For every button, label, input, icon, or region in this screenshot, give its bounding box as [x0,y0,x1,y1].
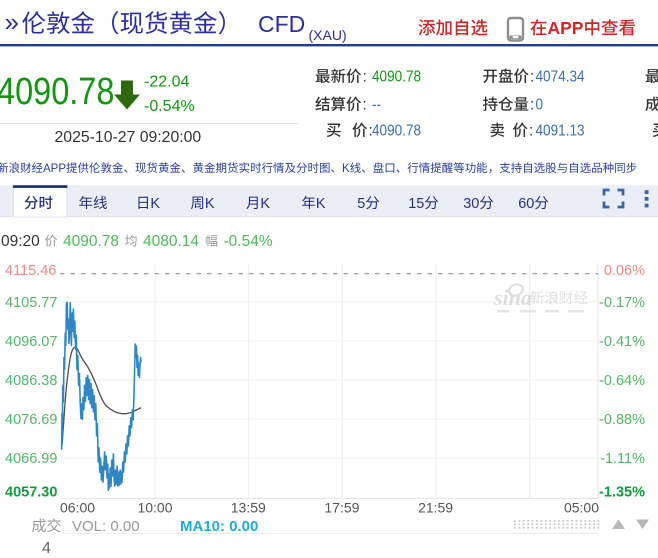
svg-text:-0.64%: -0.64% [599,373,645,389]
svg-text:--: -- [372,97,381,114]
svg-text:21:59: 21:59 [418,500,453,516]
svg-text::: : [530,69,534,86]
svg-text:4086.38: 4086.38 [5,373,57,389]
svg-text::: : [363,97,367,114]
svg-text:30: 30 [463,196,479,212]
svg-text::: : [363,69,367,86]
svg-text:5: 5 [357,196,365,212]
svg-text:4074.34: 4074.34 [536,69,585,86]
svg-text:4090.78: 4090.78 [63,233,119,250]
svg-text:4091.13: 4091.13 [536,123,585,140]
svg-text:-0.17%: -0.17% [599,295,645,311]
svg-text::: : [369,123,373,140]
svg-text:0.06%: 0.06% [604,263,645,279]
svg-text:-1.35%: -1.35% [599,485,645,501]
svg-text:09:20: 09:20 [1,233,40,250]
svg-text:4096.07: 4096.07 [5,334,57,350]
svg-text:4090.78: 4090.78 [0,71,114,113]
svg-text:K: K [150,196,160,212]
svg-text:05:00: 05:00 [564,500,599,516]
svg-text:4115.46: 4115.46 [5,263,56,279]
svg-text:-0.88%: -0.88% [599,412,645,428]
svg-text:-22.04: -22.04 [144,74,189,91]
svg-text:-0.41%: -0.41% [599,334,645,350]
svg-text:-0.54%: -0.54% [144,98,195,115]
svg-text:APP: APP [548,18,584,38]
svg-text::: : [529,123,533,140]
svg-text:VOL: 0.00: VOL: 0.00 [72,518,140,535]
svg-text:4057.30: 4057.30 [5,485,57,501]
svg-text:15: 15 [408,196,424,212]
svg-text:K: K [260,196,270,212]
svg-text::: : [530,97,534,114]
svg-text:2025-10-27 09:20:00: 2025-10-27 09:20:00 [55,129,202,146]
svg-text:-1.11%: -1.11% [600,451,645,467]
svg-text:K: K [316,196,326,212]
svg-text:4080.14: 4080.14 [143,233,199,250]
svg-text:4076.69: 4076.69 [5,412,57,428]
svg-text:4105.77: 4105.77 [5,295,57,311]
svg-text:(XAU): (XAU) [309,27,347,43]
svg-text:4090.78: 4090.78 [372,123,421,140]
svg-text:APP: APP [43,163,66,175]
svg-text:17:59: 17:59 [324,500,359,516]
svg-text:K: K [205,196,215,212]
svg-text:0: 0 [536,97,544,114]
svg-text:60: 60 [518,196,534,212]
svg-text:10:00: 10:00 [137,500,172,516]
svg-text:K: K [342,163,350,175]
svg-text:MA10: 0.00: MA10: 0.00 [180,518,258,535]
svg-text:CFD: CFD [258,11,305,37]
svg-text:06:00: 06:00 [60,500,95,516]
svg-text:»: » [5,7,19,37]
svg-text:sina: sina [493,285,532,310]
svg-text:4066.99: 4066.99 [5,451,57,467]
svg-text:4090.78: 4090.78 [372,69,421,86]
svg-text:13:59: 13:59 [231,500,266,516]
svg-text:4: 4 [42,540,51,557]
svg-text:-0.54%: -0.54% [224,233,273,250]
